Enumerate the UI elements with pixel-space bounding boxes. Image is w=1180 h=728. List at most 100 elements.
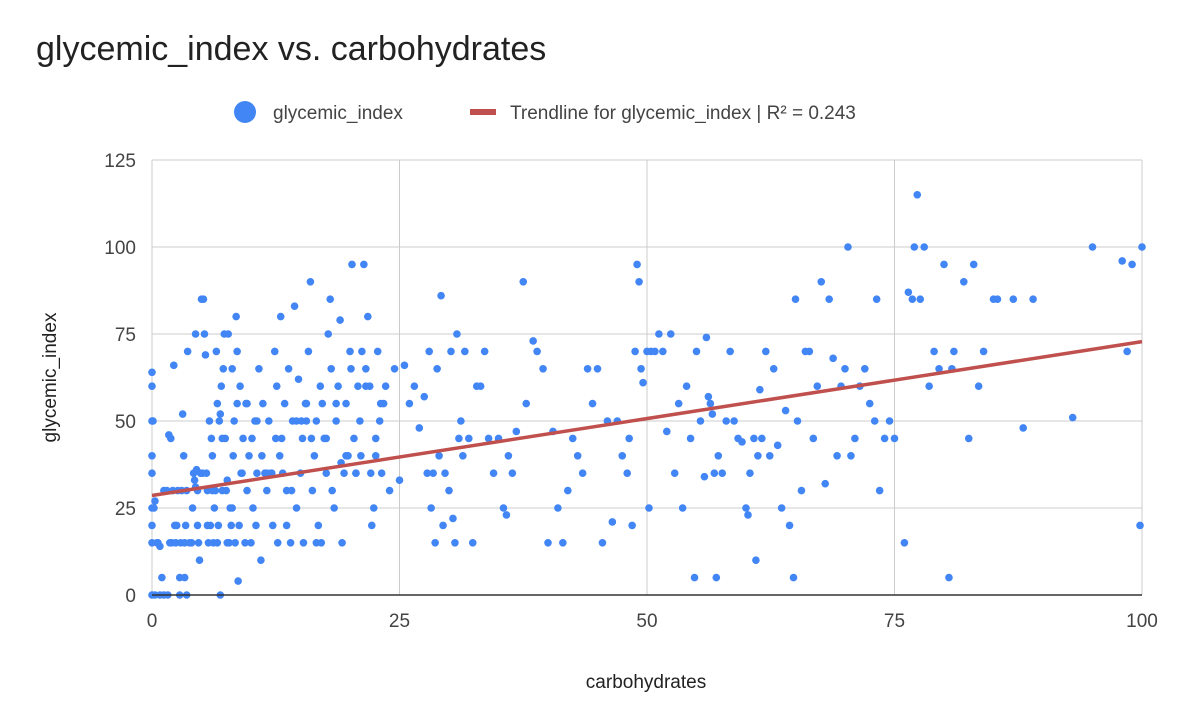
data-point <box>813 382 822 391</box>
data-point <box>297 417 306 425</box>
data-point <box>282 521 291 530</box>
data-point <box>910 243 919 251</box>
data-point <box>425 347 434 356</box>
data-point <box>218 434 227 443</box>
data-point <box>861 365 869 373</box>
data-point <box>228 365 236 373</box>
data-point <box>308 486 317 495</box>
data-point <box>1068 413 1077 422</box>
data-point <box>235 521 243 530</box>
data-point <box>148 469 156 478</box>
data-point <box>340 469 348 478</box>
data-point <box>625 434 633 443</box>
data-point <box>208 452 217 460</box>
data-point <box>742 504 750 512</box>
data-point <box>841 365 849 373</box>
data-point <box>352 469 360 478</box>
data-point <box>167 434 175 443</box>
data-point <box>322 434 331 443</box>
data-point <box>216 410 225 418</box>
data-point <box>702 333 711 342</box>
data-point <box>272 382 281 391</box>
data-point <box>222 486 231 495</box>
data-point <box>179 452 188 460</box>
data-point <box>357 452 365 460</box>
y-tick-label: 25 <box>115 499 136 520</box>
data-point <box>457 417 465 425</box>
data-point <box>207 434 216 443</box>
data-point <box>489 469 498 478</box>
data-point <box>241 539 249 547</box>
data-point <box>678 504 687 512</box>
data-point <box>332 399 340 408</box>
data-point <box>696 417 705 425</box>
data-point <box>232 312 240 321</box>
data-point <box>529 337 537 345</box>
data-point <box>217 382 226 391</box>
data-point <box>459 452 467 460</box>
data-point <box>712 573 721 582</box>
data-point <box>371 452 380 460</box>
data-point <box>651 347 659 356</box>
data-point <box>302 399 311 408</box>
data-point <box>480 347 489 356</box>
data-point <box>362 382 370 391</box>
data-point <box>334 382 342 391</box>
data-point <box>273 539 282 547</box>
data-point <box>925 382 933 391</box>
data-point <box>583 365 592 373</box>
data-point <box>248 434 256 443</box>
data-point <box>332 417 340 425</box>
data-point <box>969 260 978 269</box>
data-point <box>461 347 469 356</box>
data-point <box>373 347 382 356</box>
data-point <box>290 302 299 310</box>
data-point <box>149 417 157 425</box>
data-point <box>631 347 639 356</box>
data-point <box>663 427 671 436</box>
data-point <box>362 365 370 373</box>
data-point <box>726 347 734 356</box>
data-point <box>148 382 156 391</box>
data-point <box>484 434 493 443</box>
data-point <box>314 521 323 530</box>
data-point <box>150 504 158 512</box>
data-point <box>974 382 983 391</box>
data-point <box>230 417 238 425</box>
data-point <box>347 365 355 373</box>
data-point <box>628 521 636 530</box>
data-point <box>166 539 174 547</box>
data-point <box>913 191 922 199</box>
data-point <box>437 291 445 300</box>
data-point <box>239 434 247 443</box>
legend-series-marker <box>234 101 256 123</box>
data-point <box>844 243 852 251</box>
data-point <box>746 469 754 478</box>
data-point <box>598 539 607 547</box>
data-point <box>752 556 760 564</box>
data-point <box>930 347 938 356</box>
data-point <box>809 434 818 443</box>
data-point <box>756 385 764 394</box>
data-point <box>1029 295 1037 304</box>
data-point <box>502 511 511 519</box>
data-point <box>199 295 208 304</box>
data-point <box>322 469 331 478</box>
data-point <box>829 354 837 363</box>
data-point <box>508 469 517 478</box>
data-point <box>310 452 319 460</box>
data-point <box>350 434 358 443</box>
data-point <box>429 469 437 478</box>
data-point <box>465 434 473 443</box>
data-point <box>573 452 582 460</box>
data-point <box>449 514 457 523</box>
data-point <box>213 399 222 408</box>
data-point <box>195 556 204 564</box>
data-point <box>328 486 336 495</box>
data-point <box>833 452 841 460</box>
data-point <box>635 278 643 286</box>
data-point <box>259 399 267 408</box>
data-point <box>608 518 617 526</box>
data-point <box>637 365 645 373</box>
data-point <box>618 452 627 460</box>
